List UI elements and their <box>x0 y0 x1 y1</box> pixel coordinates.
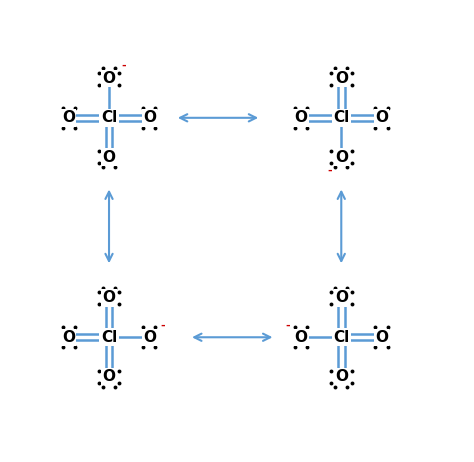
Text: -: - <box>121 61 126 71</box>
Text: O: O <box>102 291 116 305</box>
Text: O: O <box>294 110 308 125</box>
Text: O: O <box>143 110 156 125</box>
Text: O: O <box>335 291 348 305</box>
Text: O: O <box>375 330 388 345</box>
Text: -: - <box>327 166 332 176</box>
Text: O: O <box>375 110 388 125</box>
Text: O: O <box>294 330 308 345</box>
Text: O: O <box>102 71 116 86</box>
Text: O: O <box>102 150 116 164</box>
Text: O: O <box>102 369 116 384</box>
Text: O: O <box>143 330 156 345</box>
Text: Cl: Cl <box>333 110 349 125</box>
Text: Cl: Cl <box>101 330 117 345</box>
Text: -: - <box>160 320 165 330</box>
Text: O: O <box>62 330 75 345</box>
Text: O: O <box>335 71 348 86</box>
Text: Cl: Cl <box>101 110 117 125</box>
Text: -: - <box>285 320 290 330</box>
Text: O: O <box>335 150 348 164</box>
Text: O: O <box>335 369 348 384</box>
Text: O: O <box>62 110 75 125</box>
Text: Cl: Cl <box>333 330 349 345</box>
